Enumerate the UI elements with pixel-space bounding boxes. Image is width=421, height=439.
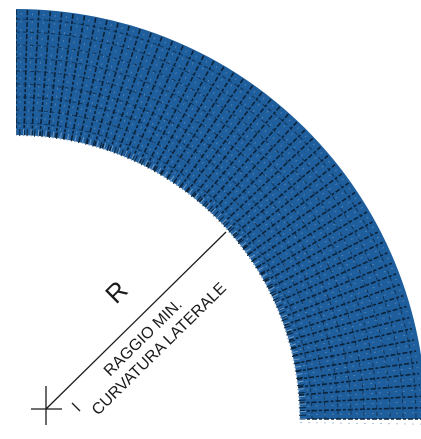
radius-line bbox=[45, 231, 227, 410]
radius-symbol: R bbox=[99, 275, 133, 310]
modular-belt-curve bbox=[16, 9, 421, 419]
radius-label-line2: CURVATURA LATERALE bbox=[89, 280, 230, 419]
crosshair-icon bbox=[31, 386, 81, 425]
